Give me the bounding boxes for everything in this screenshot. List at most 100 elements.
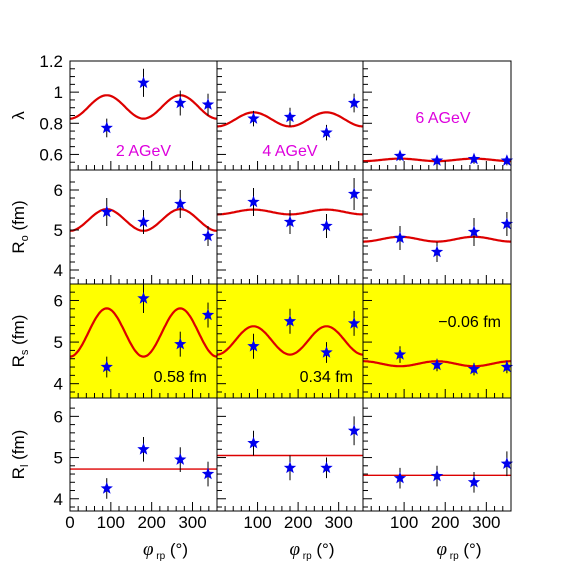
y-axis-label: Ro (fm) bbox=[9, 200, 31, 253]
panel-note: 6 AGeV bbox=[415, 110, 470, 127]
data-point-star bbox=[100, 205, 113, 218]
data-point-star bbox=[320, 219, 333, 232]
data-point-star bbox=[393, 149, 407, 162]
data-point-star bbox=[430, 358, 444, 371]
data-point-star bbox=[393, 348, 407, 360]
data-point-star bbox=[201, 467, 215, 480]
x-tick-label: 300 bbox=[178, 513, 206, 532]
data-point-star bbox=[201, 308, 215, 321]
panel-note: 0.34 fm bbox=[300, 369, 353, 386]
y-tick-label: 0.6 bbox=[39, 145, 63, 164]
data-point-star bbox=[137, 291, 150, 304]
x-tick-label: 300 bbox=[324, 513, 352, 532]
data-point-star bbox=[500, 360, 514, 373]
data-point-star bbox=[137, 442, 150, 455]
panel-Ro-1 bbox=[69, 169, 218, 285]
y-tick-label: 5 bbox=[54, 449, 63, 468]
data-point-star bbox=[174, 453, 187, 465]
x-tick-label: 100 bbox=[390, 513, 418, 532]
y-axis-label: λ bbox=[9, 111, 28, 120]
fit-curve bbox=[69, 307, 218, 358]
data-point-star bbox=[430, 245, 444, 258]
panel-frame bbox=[362, 397, 512, 512]
data-point-star bbox=[430, 469, 444, 482]
row-Rs: Rs (fm) 0.58 fm 0.34 fm −0.06 fm 4 5 6 bbox=[9, 283, 514, 399]
panel-Ro-3 bbox=[362, 169, 514, 285]
y-axis-label: Rs (fm) bbox=[9, 315, 31, 368]
x-tick-label: 0 bbox=[65, 513, 74, 532]
data-point-star bbox=[247, 112, 260, 124]
panel-note: 4 AGeV bbox=[262, 143, 317, 160]
data-point-star bbox=[347, 96, 361, 109]
x-axis-label: φ rp (°) bbox=[436, 539, 481, 562]
data-point-star bbox=[500, 457, 514, 469]
data-point-star bbox=[100, 482, 113, 494]
y-tick-label: 5 bbox=[54, 333, 63, 352]
data-point-star bbox=[100, 121, 113, 134]
data-point-star bbox=[283, 110, 297, 123]
data-point-star bbox=[467, 152, 481, 165]
data-point-star bbox=[500, 154, 514, 166]
data-point-star bbox=[467, 475, 481, 488]
fit-curve bbox=[363, 235, 511, 243]
data-point-star bbox=[347, 424, 361, 436]
row-Rl: Rl (fm) 4 5 6 bbox=[9, 397, 514, 512]
data-point-star bbox=[467, 362, 481, 375]
x-tick-label: 100 bbox=[97, 513, 125, 532]
data-point-star bbox=[283, 215, 297, 228]
data-point-star bbox=[174, 96, 187, 109]
panel-lambda-2: 4 AGeV bbox=[216, 60, 364, 171]
panel-frame bbox=[216, 397, 364, 512]
data-point-star bbox=[347, 316, 361, 329]
data-point-star bbox=[347, 187, 361, 200]
data-point-star bbox=[174, 337, 187, 350]
panel-Rl-2 bbox=[216, 397, 364, 512]
x-tick-label: 200 bbox=[431, 513, 459, 532]
x-tick-label: 100 bbox=[243, 513, 271, 532]
data-point-star bbox=[283, 461, 297, 474]
data-point-star bbox=[174, 197, 187, 210]
x-axis-label: φ rp (°) bbox=[143, 539, 188, 562]
fit-curve bbox=[70, 94, 217, 120]
y-tick-label: 6 bbox=[54, 181, 63, 200]
x-tick-label: 200 bbox=[284, 513, 312, 532]
panel-note: 2 AGeV bbox=[116, 143, 171, 160]
data-point-star bbox=[201, 229, 215, 242]
panel-Rs-1: 0.58 fm bbox=[69, 283, 218, 399]
panel-note: −0.06 fm bbox=[438, 314, 501, 331]
data-point-star bbox=[467, 225, 481, 238]
fit-curve bbox=[216, 325, 364, 356]
row-lambda: λ 2 AGeV 4 AGeV 6 AGeV 0.6 0.8 1 1.2 bbox=[9, 52, 514, 171]
panel-Ro-2 bbox=[216, 169, 364, 285]
data-point-star bbox=[320, 461, 333, 474]
x-axis-label: φ rp (°) bbox=[289, 539, 334, 562]
y-tick-label: 4 bbox=[54, 490, 63, 509]
data-point-star bbox=[247, 436, 260, 449]
data-point-star bbox=[430, 154, 444, 166]
data-point-star bbox=[320, 346, 333, 358]
y-tick-label: 6 bbox=[54, 407, 63, 426]
data-point-star bbox=[201, 98, 215, 110]
data-point-star bbox=[100, 360, 113, 373]
x-tick-label: 200 bbox=[137, 513, 165, 532]
y-tick-label: 6 bbox=[54, 291, 63, 310]
row-Ro: Ro (fm) 4 5 6 bbox=[9, 169, 514, 285]
data-point-star bbox=[283, 314, 297, 327]
panel-lambda-1: 2 AGeV bbox=[69, 60, 218, 171]
data-point-star bbox=[247, 339, 260, 352]
panel-Rl-3 bbox=[362, 397, 514, 512]
data-point-star bbox=[137, 76, 150, 89]
data-point-star bbox=[137, 215, 150, 228]
data-point-star bbox=[393, 231, 407, 244]
panel-frame bbox=[362, 169, 512, 285]
data-point-star bbox=[500, 217, 514, 230]
panel-Rl-1 bbox=[69, 397, 218, 512]
panel-note: 0.58 fm bbox=[154, 369, 207, 386]
y-tick-label: 0.8 bbox=[39, 114, 63, 133]
y-tick-label: 5 bbox=[54, 221, 63, 240]
panel-Rs-2: 0.34 fm bbox=[216, 283, 364, 399]
y-axis-label: Rl (fm) bbox=[9, 430, 31, 480]
panel-lambda-3: 6 AGeV bbox=[362, 60, 514, 171]
y-tick-label: 1.2 bbox=[39, 52, 63, 71]
